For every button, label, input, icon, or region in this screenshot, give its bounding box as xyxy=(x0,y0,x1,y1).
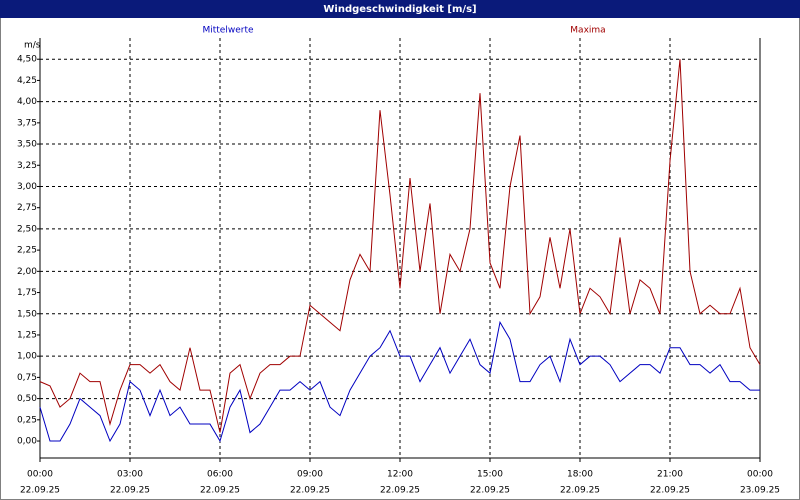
x-tick-date: 22.09.25 xyxy=(290,486,330,496)
x-tick-label: 09:00 xyxy=(297,470,323,480)
y-tick-label: 4,00 xyxy=(17,97,37,107)
y-tick-label: 4,50 xyxy=(17,55,37,65)
x-tick-label: 21:00 xyxy=(657,470,683,480)
x-tick-date: 22.09.25 xyxy=(380,486,420,496)
series-line xyxy=(39,320,760,443)
x-tick-label: 00:00 xyxy=(27,470,53,480)
y-tick-label: 0,50 xyxy=(17,394,37,404)
x-tick-date: 22.09.25 xyxy=(200,486,240,496)
y-tick-label: 3,75 xyxy=(17,118,37,128)
y-tick-label: 2,00 xyxy=(17,267,37,277)
y-tick-label: 4,25 xyxy=(17,76,37,86)
y-tick-label: 0,75 xyxy=(17,373,37,383)
x-tick-label: 03:00 xyxy=(117,470,143,480)
x-tick-date: 22.09.25 xyxy=(560,486,600,496)
x-tick-date: 22.09.25 xyxy=(650,486,690,496)
series-line xyxy=(39,59,761,433)
y-tick-label: 2,75 xyxy=(17,203,37,213)
x-tick-label: 00:00 xyxy=(747,470,773,480)
y-tick-label: 1,50 xyxy=(17,309,37,319)
x-tick-label: 15:00 xyxy=(477,470,503,480)
legend-entry: Mittelwerte xyxy=(202,26,253,36)
y-tick-label: 1,00 xyxy=(17,352,37,362)
y-tick-label: 0,00 xyxy=(17,437,37,447)
x-tick-label: 12:00 xyxy=(387,470,413,480)
y-tick-label: 2,50 xyxy=(17,224,37,234)
y-tick-label: 0,25 xyxy=(17,415,37,425)
title-bar xyxy=(0,0,800,18)
y-tick-label: 3,25 xyxy=(17,161,37,171)
y-tick-label: 2,25 xyxy=(17,246,37,256)
x-tick-date: 22.09.25 xyxy=(110,486,150,496)
x-tick-label: 06:00 xyxy=(207,470,233,480)
x-tick-date: 22.09.25 xyxy=(20,486,60,496)
y-tick-label: 1,25 xyxy=(17,330,37,340)
y-unit: m/s xyxy=(24,41,41,51)
chart-title: Windgeschwindigkeit [m/s] xyxy=(323,4,476,15)
y-tick-label: 1,75 xyxy=(17,288,37,298)
x-tick-date: 23.09.25 xyxy=(740,486,780,496)
legend-entry: Maxima xyxy=(570,26,605,36)
x-tick-date: 22.09.25 xyxy=(470,486,510,496)
x-tick-label: 18:00 xyxy=(567,470,593,480)
y-tick-label: 3,00 xyxy=(17,182,37,192)
y-tick-label: 3,50 xyxy=(17,140,37,150)
